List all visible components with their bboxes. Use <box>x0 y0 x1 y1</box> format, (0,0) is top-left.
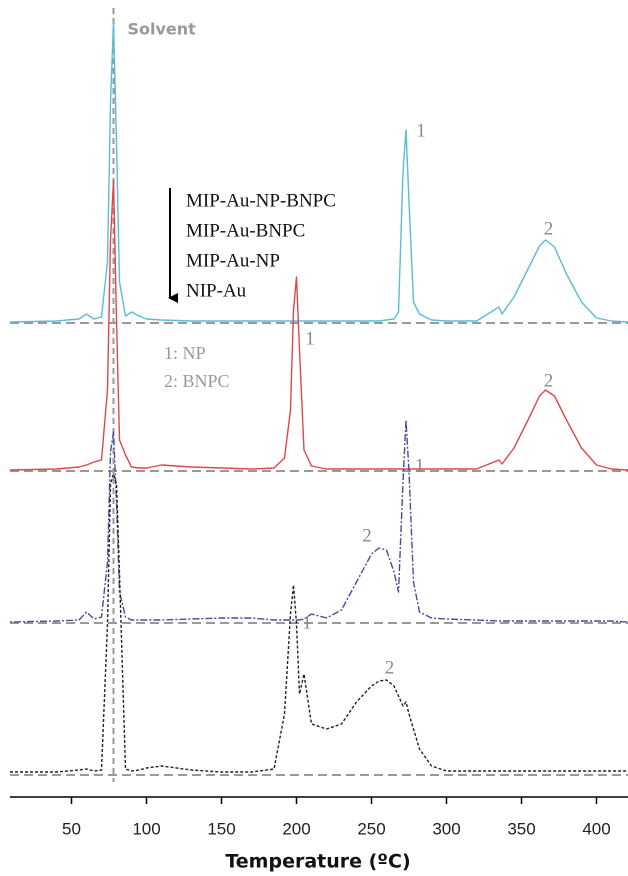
peak-label: 2 <box>544 370 554 391</box>
x-tick-label: 200 <box>282 819 310 838</box>
series-line <box>9 179 628 471</box>
peak-label: 1 <box>305 328 315 349</box>
peak-label: 2 <box>362 525 372 546</box>
note: 2: BNPC <box>164 371 230 391</box>
x-tick-label: 150 <box>207 819 235 838</box>
x-tick-label: 50 <box>62 819 81 838</box>
legend-label: NIP-Au <box>186 280 247 301</box>
note: 1: NP <box>164 343 206 363</box>
x-tick-label: 350 <box>507 819 535 838</box>
series-line <box>9 21 628 323</box>
peak-label: 1 <box>415 455 425 476</box>
peak-label: 2 <box>544 218 554 239</box>
peak-label: 2 <box>385 657 395 678</box>
x-tick-label: 100 <box>132 819 160 838</box>
x-tick-label: 400 <box>582 819 610 838</box>
legend-label: MIP-Au-NP <box>186 250 280 271</box>
solvent-label: Solvent <box>128 20 197 39</box>
peak-label: 1 <box>302 612 312 633</box>
legend-label: MIP-Au-BNPC <box>186 220 305 241</box>
x-tick-label: 300 <box>432 819 460 838</box>
x-axis-title: Temperature (ºC) <box>225 851 410 873</box>
series-line <box>10 473 628 773</box>
legend-label: MIP-Au-NP-BNPC <box>186 190 336 211</box>
x-tick-label: 250 <box>357 819 385 838</box>
peak-label: 1 <box>416 120 426 141</box>
series-line <box>9 419 628 623</box>
